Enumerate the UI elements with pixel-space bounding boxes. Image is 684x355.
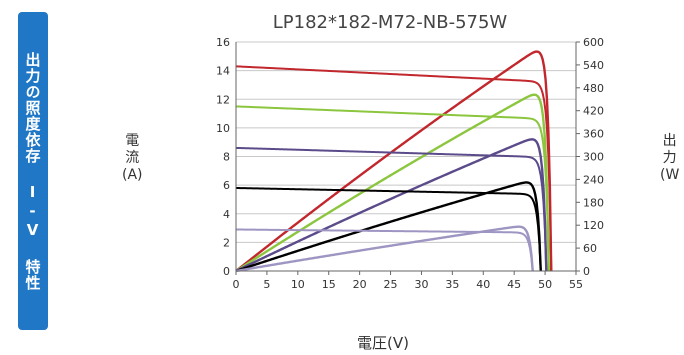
y2-tick-label: 180 [583,196,604,209]
x-tick-label: 5 [263,278,270,291]
tick-layer: 0246810121416060120180240300360420480540… [216,36,604,291]
y-tick-label: 12 [216,93,230,106]
left-axis-label: 電 流 (A) [122,133,143,183]
y-tick-label: 2 [223,236,230,249]
y-tick-label: 8 [223,151,230,164]
pv-curve-4 [235,181,542,273]
y-tick-label: 0 [223,265,230,278]
chart-title: LP182*182-M72-NB-575W [273,12,508,33]
y2-tick-label: 240 [583,173,604,186]
pv-curve-1 [235,50,553,272]
y2-tick-label: 120 [583,219,604,232]
pv-curve-3 [235,138,548,273]
y2-tick-label: 0 [583,265,590,278]
x-tick-label: 0 [233,278,240,291]
iv-curve-3 [235,146,548,272]
x-axis-title: 電圧(V) [357,334,409,352]
x-tick-label: 25 [384,278,398,291]
x-tick-label: 45 [507,278,521,291]
y2-tick-label: 420 [583,105,604,118]
right-axis-label: 出 力 (W [660,133,680,183]
iv-curve-2 [235,105,550,272]
x-tick-label: 35 [445,278,459,291]
y2-tick-label: 360 [583,128,604,141]
y-tick-label: 16 [216,36,230,49]
x-tick-label: 55 [569,278,583,291]
y-tick-label: 6 [223,179,230,192]
y2-tick-label: 60 [583,242,597,255]
x-tick-label: 40 [476,278,490,291]
x-tick-label: 15 [322,278,336,291]
pv-curve-5 [235,225,534,273]
x-tick-label: 30 [414,278,428,291]
y2-tick-label: 600 [583,36,604,49]
axis-layer [235,41,580,275]
y-tick-label: 10 [216,122,230,135]
iv-curve-1 [235,65,553,272]
y-tick-label: 4 [223,208,230,221]
x-tick-label: 10 [291,278,305,291]
side-tab: 出力の照度依存 I-V 特性 [18,12,48,330]
y2-tick-label: 540 [583,59,604,72]
side-tab-label: 出力の照度依存 I-V 特性 [23,51,42,291]
curve-layer [235,50,553,273]
y-tick-label: 14 [216,65,230,78]
x-tick-label: 50 [538,278,552,291]
y2-tick-label: 480 [583,82,604,95]
pv-curve-2 [235,93,550,273]
y2-tick-label: 300 [583,151,604,164]
x-tick-label: 20 [353,278,367,291]
